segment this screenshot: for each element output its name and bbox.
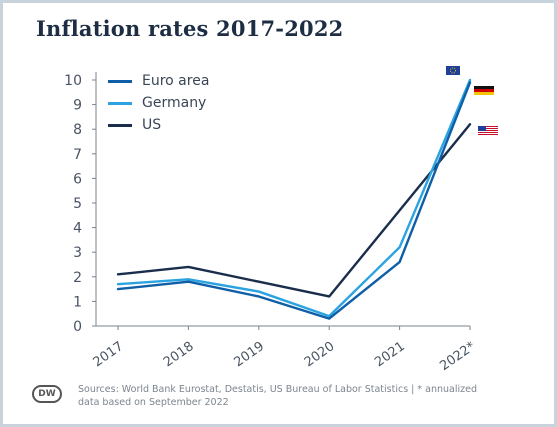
series-line-euro-area [116, 81, 472, 320]
y-tick-label: 1 [73, 294, 82, 310]
us-flag-stripe [478, 128, 498, 129]
x-tick-label: 2018 [161, 339, 197, 370]
y-tick-label: 0 [73, 319, 82, 335]
eu-flag-field [446, 66, 460, 75]
x-tick-label: 2019 [231, 339, 267, 370]
legend-swatch-euro-area [108, 79, 132, 83]
dw-logo-icon: DW [32, 385, 62, 403]
eu-flag-icon [446, 66, 460, 75]
legend: Euro area Germany US [108, 70, 209, 136]
germany-flag-icon [474, 86, 494, 95]
us-flag-stripe [478, 130, 498, 131]
us-flag-icon [478, 126, 498, 136]
series-lines [116, 78, 472, 320]
y-tick-label: 8 [73, 122, 82, 138]
us-flag-canton [478, 126, 486, 131]
legend-swatch-us [108, 123, 132, 127]
y-tick-label: 6 [73, 171, 82, 187]
x-tick-label: 2017 [91, 339, 127, 370]
x-tick-label: 2022* [437, 339, 478, 374]
y-tick-label: 3 [73, 245, 82, 261]
legend-item-euro-area: Euro area [108, 70, 209, 92]
y-tick-label: 4 [73, 221, 82, 237]
us-flag-stripe [478, 126, 498, 127]
x-tick-label: 2020 [302, 339, 338, 370]
legend-item-germany: Germany [108, 92, 209, 114]
flag-markers [446, 66, 498, 136]
us-flag-stripe [478, 134, 498, 135]
legend-swatch-germany [108, 101, 132, 105]
germany-flag-gold [474, 92, 494, 95]
footer: DW Sources: World Bank Eurostat, Destati… [32, 383, 498, 409]
series-line-germany [116, 78, 472, 318]
germany-flag-red [474, 89, 494, 92]
legend-item-us: US [108, 114, 209, 136]
germany-flag-black [474, 86, 494, 89]
legend-label-euro-area: Euro area [142, 73, 210, 89]
legend-label-us: US [142, 117, 162, 133]
us-flag-stripe [478, 132, 498, 133]
source-note: Sources: World Bank Eurostat, Destatis, … [78, 384, 478, 408]
x-tick-label: 2021 [372, 339, 408, 370]
legend-label-germany: Germany [142, 95, 207, 111]
y-tick-label: 5 [73, 196, 82, 212]
series-line-us [116, 123, 472, 298]
y-tick-label: 10 [64, 73, 82, 89]
eu-flag-stars [449, 67, 457, 74]
y-tick-label: 2 [73, 270, 82, 286]
chart-title: Inflation rates 2017-2022 [36, 16, 344, 41]
y-tick-label: 9 [73, 98, 82, 114]
y-tick-label: 7 [73, 147, 82, 163]
